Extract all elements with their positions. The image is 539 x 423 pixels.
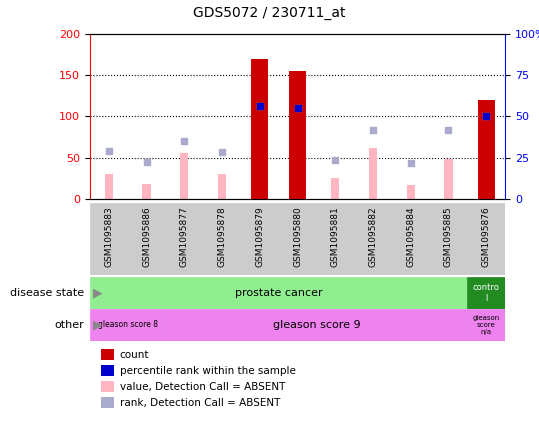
Point: [331, 157, 340, 163]
Point: [406, 159, 415, 166]
Text: ▶: ▶: [93, 286, 102, 299]
Point: [142, 158, 151, 165]
Text: GSM1095879: GSM1095879: [255, 207, 264, 267]
Text: count: count: [120, 350, 149, 360]
Point: [293, 105, 302, 112]
Point: [105, 148, 113, 154]
Bar: [444, 159, 453, 199]
Bar: [331, 178, 340, 199]
Point: [482, 113, 490, 120]
Text: GSM1095885: GSM1095885: [444, 207, 453, 267]
Bar: [467, 203, 505, 275]
Text: GSM1095886: GSM1095886: [142, 207, 151, 267]
Text: gleason
score
n/a: gleason score n/a: [473, 315, 500, 335]
Point: [255, 102, 264, 109]
Text: value, Detection Call = ABSENT: value, Detection Call = ABSENT: [120, 382, 285, 392]
Bar: [251, 59, 268, 199]
Text: rank, Detection Call = ABSENT: rank, Detection Call = ABSENT: [120, 398, 280, 408]
Text: contro
l: contro l: [473, 283, 500, 302]
Point: [369, 127, 377, 134]
Bar: [289, 71, 306, 199]
Bar: [180, 154, 189, 199]
Text: ▶: ▶: [93, 318, 102, 331]
Text: gleason score 9: gleason score 9: [273, 320, 360, 330]
Bar: [165, 203, 203, 275]
Bar: [241, 203, 279, 275]
Bar: [142, 184, 151, 199]
Bar: [165, 309, 467, 341]
Point: [255, 102, 264, 109]
Bar: [392, 203, 430, 275]
Bar: [478, 100, 495, 199]
Bar: [316, 203, 354, 275]
Text: GSM1095884: GSM1095884: [406, 207, 415, 267]
Text: GSM1095876: GSM1095876: [482, 207, 490, 267]
Text: GSM1095881: GSM1095881: [331, 207, 340, 267]
Bar: [90, 203, 128, 275]
Bar: [430, 203, 467, 275]
Text: GSM1095883: GSM1095883: [105, 207, 113, 267]
Bar: [90, 309, 165, 341]
Bar: [354, 203, 392, 275]
Bar: [482, 116, 490, 199]
Text: GSM1095877: GSM1095877: [180, 207, 189, 267]
Point: [293, 105, 302, 112]
Bar: [128, 203, 165, 275]
Text: disease state: disease state: [10, 288, 85, 298]
Text: percentile rank within the sample: percentile rank within the sample: [120, 366, 295, 376]
Bar: [293, 108, 302, 199]
Point: [482, 113, 490, 120]
Text: gleason score 8: gleason score 8: [98, 320, 158, 329]
Text: GSM1095880: GSM1095880: [293, 207, 302, 267]
Bar: [406, 185, 415, 199]
Text: prostate cancer: prostate cancer: [235, 288, 322, 298]
Text: GDS5072 / 230711_at: GDS5072 / 230711_at: [194, 6, 345, 20]
Bar: [369, 148, 377, 199]
Bar: [105, 174, 113, 199]
Point: [180, 137, 189, 144]
Bar: [203, 203, 241, 275]
Bar: [218, 174, 226, 199]
Text: other: other: [55, 320, 85, 330]
Bar: [279, 203, 316, 275]
Bar: [255, 108, 264, 199]
Bar: [467, 309, 505, 341]
Point: [444, 127, 453, 134]
Text: GSM1095878: GSM1095878: [218, 207, 226, 267]
Text: GSM1095882: GSM1095882: [369, 207, 377, 267]
Bar: [467, 277, 505, 309]
Point: [218, 148, 226, 155]
